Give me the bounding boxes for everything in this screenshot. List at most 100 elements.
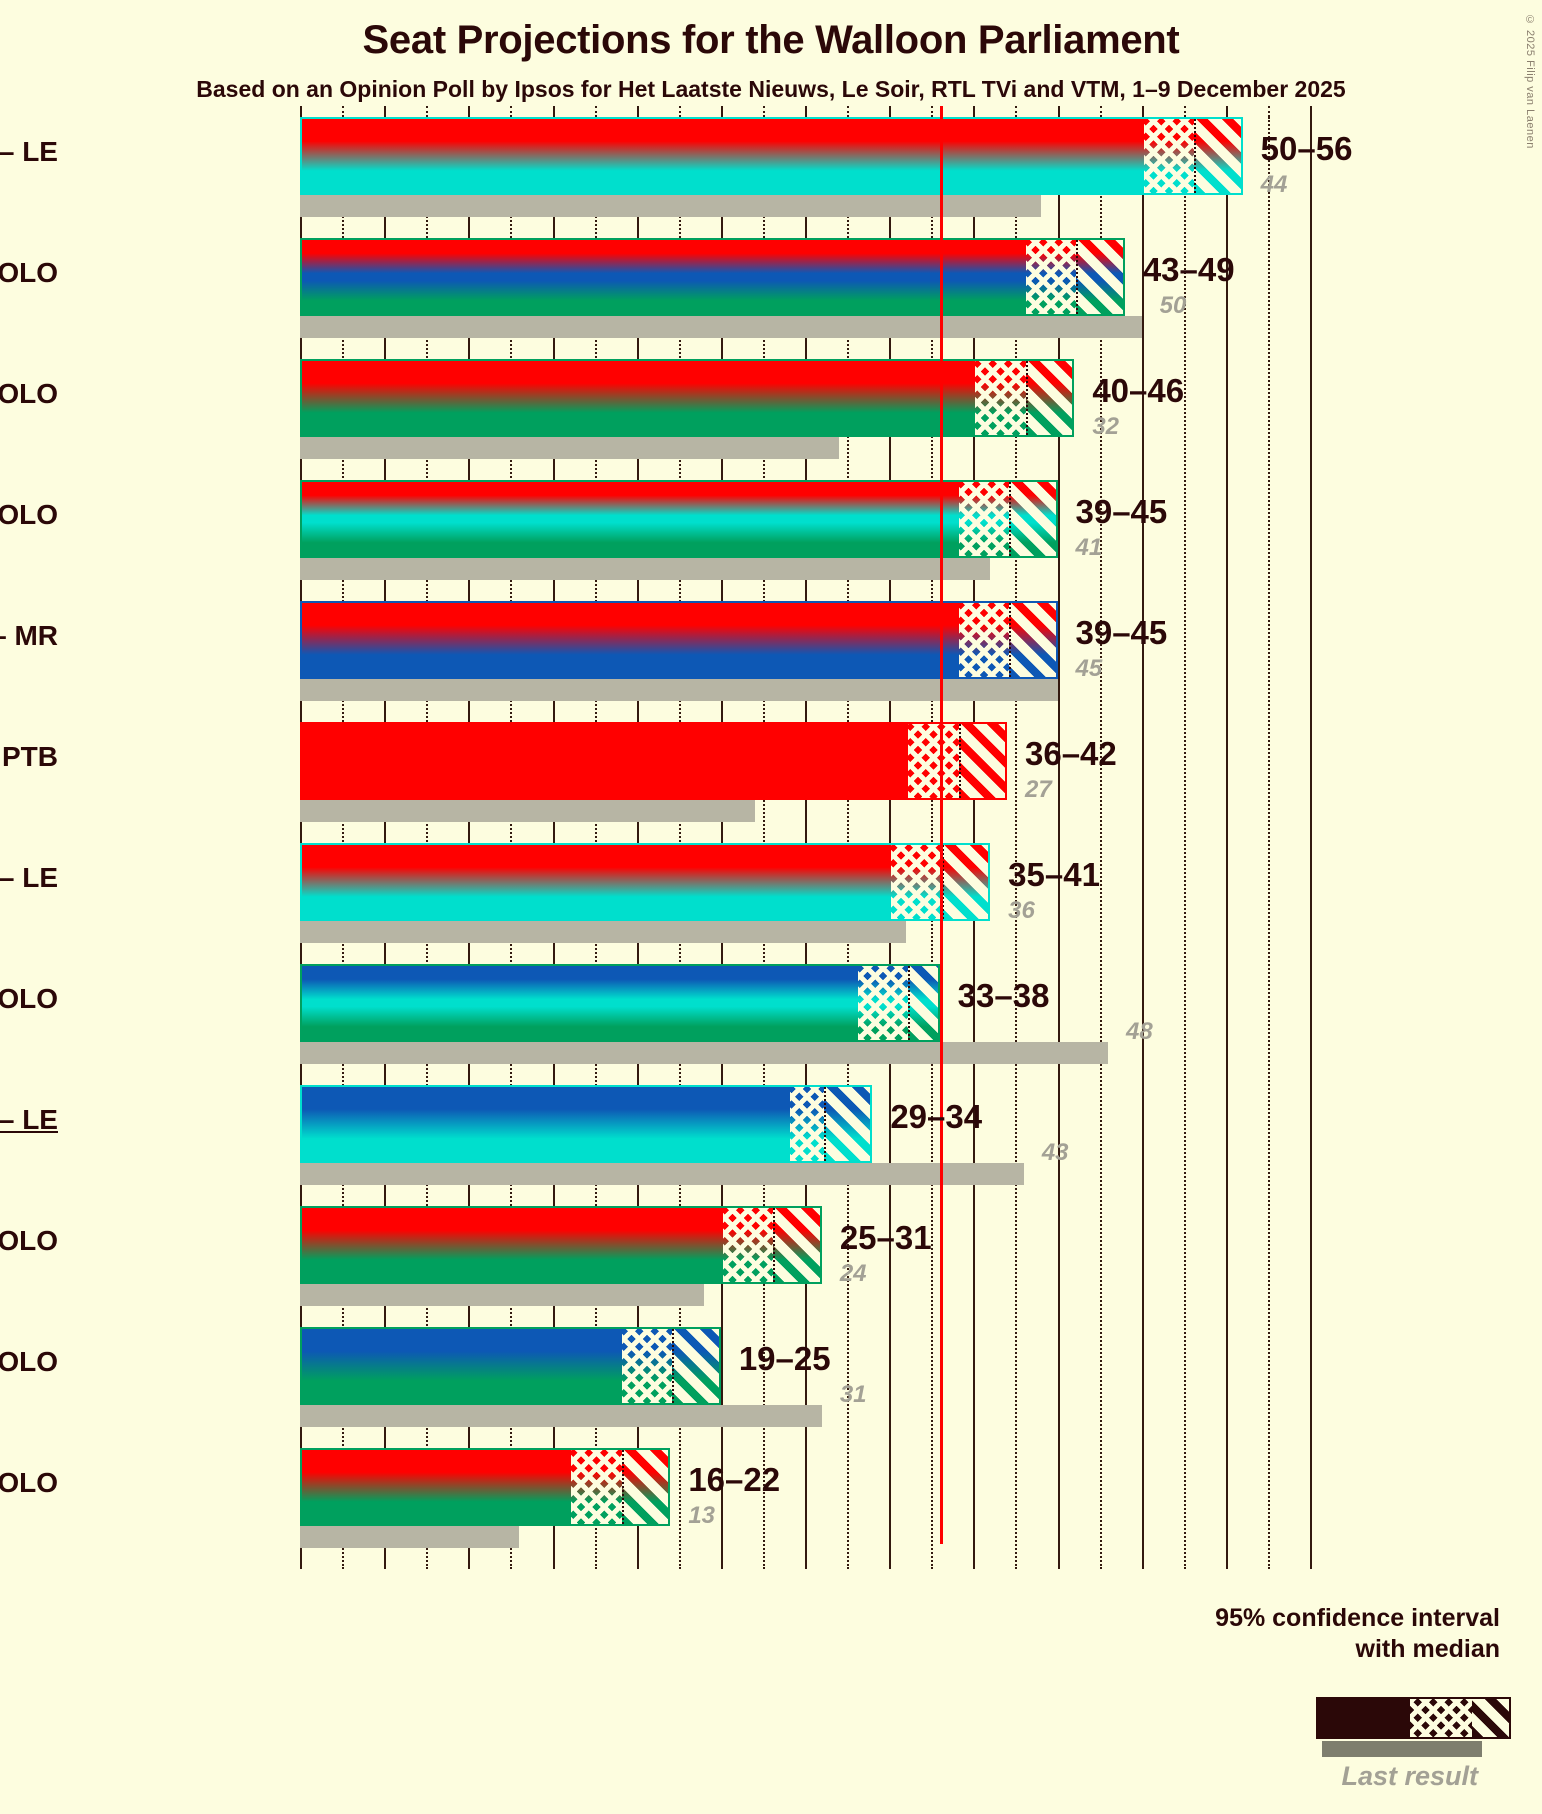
gridline-major [1225,117,1228,1569]
row-label-ps-le: PS – LE [0,862,58,893]
ci-diagonal-region [1009,482,1056,556]
table-row [300,1448,671,1526]
table-row [300,722,1007,800]
ci-crosshatch-region [975,361,1026,435]
median-marker [908,966,910,1040]
seat-range-label: 19–25 [738,1340,831,1377]
gridline-major [1057,117,1060,1569]
axis-tick-minor [342,106,345,117]
last-result-label: 31 [839,1381,867,1408]
row-label-mr-le-ecolo: MR – LE – ECOLO [0,983,58,1014]
axis-tick-minor [678,106,681,117]
copyright-notice: © 2025 Filip van Laenen [1524,14,1536,149]
axis-tick-major [805,106,807,117]
last-result-bar [300,558,991,580]
axis-tick-major [1225,106,1228,117]
axis-tick-minor [762,106,765,117]
axis-tick-minor [1183,106,1186,117]
legend-last-result-label: Last result [1341,1761,1478,1791]
seat-range-label: 40–46 [1092,372,1185,409]
row-label-ps-le-ecolo: PS – LE – ECOLO [0,499,58,530]
table-row [300,964,940,1042]
median-marker [1009,603,1011,677]
bar-fill [302,119,1241,193]
axis-tick-major [889,106,892,117]
ci-crosshatch-region [857,966,908,1040]
axis-tick-major [384,106,387,117]
bar-fill [302,1087,871,1161]
legend-diagonal-swatch [1472,1699,1509,1737]
table-row [300,601,1058,679]
ci-crosshatch-region [958,482,1009,556]
axis-tick-major [300,106,302,117]
ci-diagonal-region [621,1450,669,1524]
seat-range-label: 43–49 [1142,251,1235,288]
ci-crosshatch-region [1025,240,1077,314]
median-marker [672,1329,675,1403]
axis-tick-major [1141,106,1144,117]
last-result-bar [300,921,906,943]
last-result-label: 48 [1126,1018,1153,1045]
last-result-bar [300,195,1041,217]
ci-crosshatch-region [571,1450,622,1524]
ci-diagonal-region [823,1087,871,1161]
row-label-ps-ptb: PS – PTB [0,741,58,772]
last-result-bar [300,316,1142,338]
ci-diagonal-region [1009,603,1056,677]
table-row [300,1327,721,1405]
bar-fill [302,240,1123,314]
ci-crosshatch-region [1143,119,1195,193]
last-result-label: 43 [1041,1139,1069,1166]
gridline-major [1310,117,1312,1569]
legend-crosshatch-swatch [1410,1699,1472,1737]
seat-range-label: 33–38 [957,977,1050,1014]
bar-fill [302,724,1005,798]
last-result-bar [300,1526,519,1548]
ci-crosshatch-region [958,603,1009,677]
ci-crosshatch-region [790,1087,824,1161]
chart-legend: 95% confidence interval with median Last… [1038,1603,1511,1791]
last-result-bar [300,800,755,822]
gridline-minor [1267,117,1270,1569]
row-label-mr-ecolo: MR – ECOLO [0,1346,58,1377]
majority-threshold-line [939,106,943,1544]
axis-tick-minor [1015,106,1018,117]
legend-ci-bar [1316,1697,1511,1739]
seat-range-label: 50–56 [1260,130,1353,167]
axis-tick-minor [1099,106,1102,117]
median-marker [958,724,961,798]
last-result-label: 24 [839,1260,867,1287]
last-result-bar [300,1042,1108,1064]
last-result-label: 13 [688,1502,716,1529]
last-result-bar [300,1163,1024,1185]
last-result-bar [300,437,839,459]
seat-range-label: 39–45 [1075,493,1168,530]
ci-diagonal-region [941,845,989,919]
median-marker [621,1450,624,1524]
gridline-major [1141,117,1144,1569]
gridline-minor [1099,117,1102,1569]
table-row [300,238,1125,316]
axis-tick-minor [594,106,597,117]
bar-fill [302,603,1056,677]
axis-tick-minor [931,106,934,117]
axis-tick-minor [1267,106,1270,117]
legend-last-result-swatch [1322,1741,1482,1757]
gridline-minor [1015,117,1018,1569]
table-row [300,843,991,921]
ci-crosshatch-region [621,1329,673,1403]
axis-tick-major [1310,106,1312,117]
ci-diagonal-region [773,1208,820,1282]
seat-range-label: 36–42 [1025,735,1117,772]
row-label-mr-le: MR – LE [0,1104,58,1135]
bar-fill [302,966,938,1040]
bar-fill [302,361,1073,435]
ci-crosshatch-region [908,724,959,798]
seat-range-label: 35–41 [1008,856,1100,893]
legend-ci-line2: with median [1355,1634,1500,1663]
median-marker [823,1087,826,1161]
seat-range-label: 25–31 [839,1219,932,1256]
last-result-label: 50 [1159,292,1187,319]
ci-diagonal-region [1076,240,1123,314]
ci-diagonal-region [958,724,1005,798]
